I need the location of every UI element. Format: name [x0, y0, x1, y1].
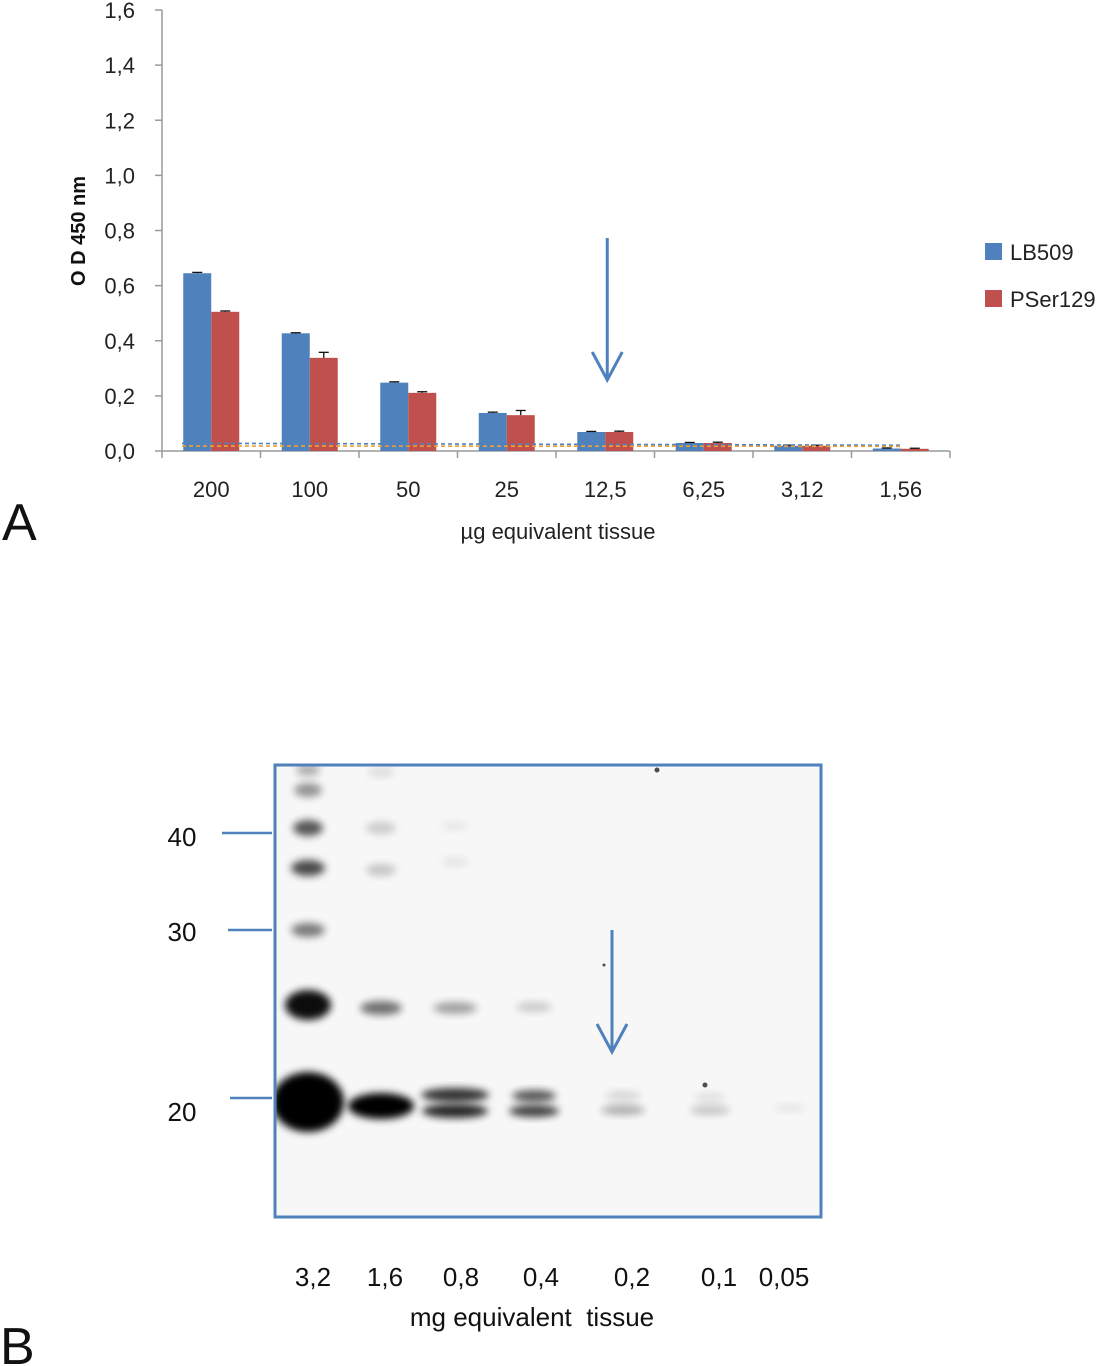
bar-LB509 — [872, 448, 901, 451]
category-label: 6,25 — [682, 477, 725, 502]
blot-band — [694, 1093, 726, 1101]
molecular-weight-markers: 40 30 20 — [168, 822, 272, 1127]
lane-label: 0,4 — [523, 1262, 559, 1292]
mw-marker-label: 40 — [168, 822, 197, 852]
blot-speck — [654, 767, 660, 773]
bar-LB509 — [183, 273, 212, 451]
bar-LB509 — [281, 333, 310, 451]
bar-LB509 — [478, 412, 507, 451]
blot-band — [296, 765, 320, 776]
blot-band — [285, 990, 331, 1020]
category-label: 25 — [495, 477, 519, 502]
category-label: 100 — [291, 477, 328, 502]
y-tick-label: 0,4 — [104, 329, 135, 354]
y-tick-label: 1,0 — [104, 163, 135, 188]
category-labels: 200 100 50 25 12,5 6,25 3,12 1,56 — [193, 477, 922, 502]
panel-b-blot: 40 30 20 3,2 1,6 0,8 0,4 0,2 0,1 0,05 mg equival… — [0, 763, 823, 1366]
bar-PSer129 — [605, 431, 634, 451]
blot-band — [441, 857, 469, 867]
blot-speck — [702, 1082, 708, 1088]
blot-x-axis-label: mg equivalent tissue — [410, 1302, 654, 1332]
bar-LB509 — [577, 431, 606, 451]
blot-band — [293, 820, 323, 836]
category-label: 12,5 — [584, 477, 627, 502]
blot-band — [275, 1072, 344, 1132]
bars — [183, 271, 929, 451]
blot-band — [601, 1105, 645, 1115]
y-tick-label: 1,2 — [104, 108, 135, 133]
bar-PSer129 — [506, 415, 535, 451]
mw-marker-label: 20 — [168, 1097, 197, 1127]
lane-label: 0,8 — [443, 1262, 479, 1292]
arrow-a-head — [590, 351, 624, 384]
blot-band — [348, 1093, 414, 1119]
blot-band — [291, 860, 325, 876]
blot-frame — [273, 763, 823, 1219]
category-label: 50 — [396, 477, 420, 502]
legend-swatch-LB509 — [985, 243, 1002, 260]
x-axis-label: µg equivalent tissue — [461, 519, 656, 544]
bar-PSer129 — [802, 445, 831, 451]
blot-membrane — [275, 765, 821, 1217]
y-tick-label: 1,6 — [104, 0, 135, 23]
blot-band — [509, 1105, 559, 1117]
blot-band — [433, 1002, 477, 1014]
blot-band — [516, 1002, 552, 1012]
x-axis-ticks — [161, 451, 951, 458]
category-label: 1,56 — [879, 477, 922, 502]
panel-a-letter: A — [2, 494, 37, 552]
arrow-b-indicator — [595, 930, 629, 1056]
blot-band — [366, 822, 396, 834]
lane-label: 0,1 — [701, 1262, 737, 1292]
blot-band — [605, 1091, 641, 1101]
y-tick-label: 1,4 — [104, 53, 135, 78]
arrow-a-indicator — [590, 238, 624, 384]
bar-PSer129 — [900, 448, 929, 451]
mw-marker-label: 30 — [168, 917, 197, 947]
legend-label-PSer129: PSer129 — [1010, 287, 1096, 312]
lane-label: 0,05 — [759, 1262, 810, 1292]
blot-speck — [602, 963, 606, 967]
cutoff-lines — [181, 442, 903, 448]
bar-PSer129 — [309, 357, 338, 451]
bar-LB509 — [774, 445, 803, 451]
legend: LB509 PSer129 — [985, 240, 1096, 312]
lane-label: 0,2 — [614, 1262, 650, 1292]
blot-band — [690, 1105, 730, 1115]
blot-band — [291, 923, 325, 937]
blot-band — [774, 1104, 806, 1112]
blot-band — [360, 1001, 402, 1015]
y-tick-label: 0,2 — [104, 384, 135, 409]
lane-labels: 3,2 1,6 0,8 0,4 0,2 0,1 0,05 — [295, 1262, 809, 1292]
blot-band — [422, 1104, 488, 1118]
blot-band — [512, 1090, 556, 1102]
bar-LB509 — [380, 382, 409, 451]
panel-a-chart: 0,0 0,2 0,4 0,6 0,8 1,0 1,2 1,4 1,6 200 100 50 25 12… — [2, 0, 1096, 552]
lane-label: 1,6 — [367, 1262, 403, 1292]
panel-b-letter: B — [0, 1318, 35, 1366]
category-label: 200 — [193, 477, 230, 502]
y-axis-label: O D 450 nm — [68, 176, 90, 286]
blot-band — [366, 864, 396, 876]
blot-band — [367, 767, 395, 777]
blot-band — [421, 1088, 489, 1102]
y-axis-ticks: 0,0 0,2 0,4 0,6 0,8 1,0 1,2 1,4 1,6 — [104, 0, 162, 464]
y-tick-label: 0,0 — [104, 439, 135, 464]
y-tick-label: 0,6 — [104, 274, 135, 299]
arrow-b-head — [595, 1023, 629, 1056]
blot-band — [441, 821, 469, 831]
blot-band — [294, 783, 322, 797]
cutoff-line — [181, 442, 903, 447]
legend-label-LB509: LB509 — [1010, 240, 1074, 265]
legend-swatch-PSer129 — [985, 290, 1002, 307]
bar-PSer129 — [211, 311, 240, 451]
lane-label: 3,2 — [295, 1262, 331, 1292]
bar-PSer129 — [408, 392, 437, 451]
y-tick-label: 0,8 — [104, 219, 135, 244]
blot-bands — [275, 765, 806, 1132]
category-label: 3,12 — [781, 477, 824, 502]
